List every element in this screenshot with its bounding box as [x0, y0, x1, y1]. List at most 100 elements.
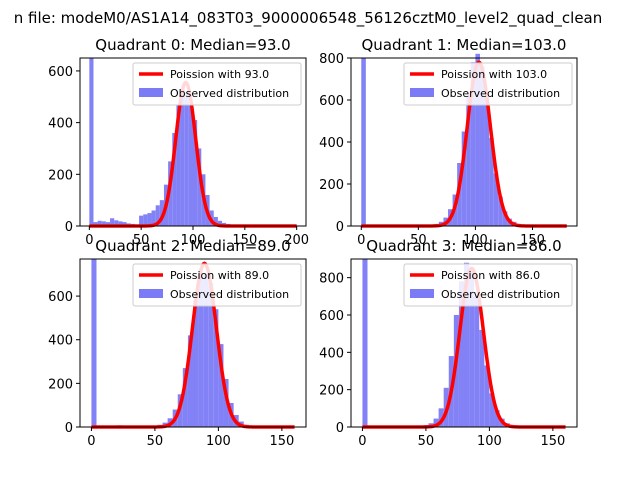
histogram-bar	[143, 214, 148, 226]
histogram-bar	[118, 221, 123, 226]
histogram-bar	[91, 259, 97, 427]
histogram-bar	[470, 62, 476, 227]
y-tick-label: 400	[48, 334, 73, 349]
histogram-bar	[172, 132, 177, 226]
histogram-bar	[362, 259, 368, 427]
y-tick-label: 600	[48, 290, 73, 305]
x-tick-label: 150	[540, 434, 565, 449]
y-tick-label: 200	[48, 168, 73, 183]
histogram-bar	[193, 300, 199, 427]
x-tick-label: 150	[520, 233, 545, 248]
y-tick-label: 0	[336, 220, 344, 235]
quadrant-2-axes: 0 50 100 150 0 200 400 600 Quadrant 2: Median=89…	[48, 237, 307, 449]
histogram-bar	[203, 274, 209, 427]
x-tick-label: 100	[463, 233, 488, 248]
legend-box	[403, 62, 573, 106]
histogram-bar	[122, 222, 127, 226]
histogram-bar	[184, 91, 189, 226]
x-tick-label: 50	[147, 434, 164, 449]
histogram-bar	[182, 368, 188, 427]
y-tick-label: 400	[319, 136, 344, 151]
legend-poisson-label: Poission with 86.0	[441, 269, 540, 282]
y-tick-label: 800	[319, 272, 344, 287]
histogram-bar	[139, 215, 144, 226]
x-tick-label: 150	[232, 233, 257, 248]
legend: Poission with 93.0 Observed distribution	[132, 62, 302, 106]
chart-title: Quadrant 1: Median=103.0	[362, 36, 567, 54]
histogram-bar	[176, 104, 181, 226]
legend-observed-swatch	[410, 289, 434, 298]
histogram-bar	[159, 200, 164, 226]
legend-poisson-label: Poission with 89.0	[170, 269, 269, 282]
histogram-bar	[469, 270, 475, 427]
histogram-bar	[193, 120, 198, 226]
legend-box	[132, 263, 302, 307]
histogram-bar	[479, 66, 485, 227]
x-tick-label: 50	[418, 434, 435, 449]
y-tick-label: 600	[48, 65, 73, 80]
legend-poisson-label: Poission with 103.0	[441, 68, 547, 81]
histogram-bar	[464, 262, 470, 427]
histogram-bar	[484, 95, 490, 226]
chart-title: Quadrant 2: Median=89.0	[95, 237, 290, 255]
histogram-bar	[197, 148, 202, 226]
histogram-bar	[461, 131, 467, 226]
histogram-bar	[198, 276, 204, 427]
histogram-bar	[361, 58, 366, 226]
legend: Poission with 103.0 Observed distribution	[403, 62, 573, 106]
histogram-bar	[213, 216, 218, 226]
legend-poisson-label: Poission with 93.0	[170, 68, 269, 81]
x-tick-label: 200	[284, 233, 309, 248]
histogram-bar	[147, 213, 152, 226]
x-tick-label: 0	[87, 434, 95, 449]
x-tick-label: 0	[358, 434, 366, 449]
histogram-bar	[458, 281, 464, 427]
x-tick-label: 100	[181, 233, 206, 248]
x-tick-label: 50	[133, 233, 150, 248]
histogram-bar	[484, 365, 490, 427]
legend-observed-label: Observed distribution	[441, 87, 560, 100]
histogram-bar	[218, 344, 224, 427]
y-tick-label: 200	[319, 384, 344, 399]
x-tick-label: 50	[410, 233, 427, 248]
legend-observed-label: Observed distribution	[441, 288, 560, 301]
legend-observed-label: Observed distribution	[170, 288, 289, 301]
histogram-bar	[187, 335, 193, 427]
legend-box	[403, 263, 573, 307]
x-tick-label: 100	[477, 434, 502, 449]
histogram-bar	[188, 104, 193, 226]
chart-title: Quadrant 0: Median=93.0	[95, 36, 290, 54]
legend-observed-label: Observed distribution	[170, 87, 289, 100]
x-tick-label: 100	[206, 434, 231, 449]
legend: Poission with 89.0 Observed distribution	[132, 263, 302, 307]
histogram-bar	[474, 296, 480, 427]
figure-title: n file: modeM0/AS1A14_083T03_9000006548_…	[14, 9, 603, 28]
histogram-bar	[213, 309, 219, 427]
histogram-bar	[494, 410, 500, 427]
y-tick-label: 200	[48, 377, 73, 392]
x-tick-label: 0	[85, 233, 93, 248]
histogram-bar	[151, 210, 156, 226]
histogram-bar	[89, 58, 94, 226]
legend-observed-swatch	[139, 88, 163, 97]
histogram-bar	[433, 418, 439, 427]
y-tick-label: 200	[319, 178, 344, 193]
y-tick-label: 800	[319, 52, 344, 67]
histogram-bar	[223, 379, 229, 427]
histogram-bar	[97, 220, 102, 226]
histogram-bar	[475, 53, 480, 226]
histogram-bar	[105, 222, 111, 226]
quadrant-1-axes: 0 50 100 150 0 200 400 600 800 Quadrant 1: Median…	[319, 36, 578, 248]
histogram-bar	[114, 220, 119, 226]
x-tick-label: 150	[269, 434, 294, 449]
axes-frame	[79, 258, 307, 428]
histogram-bar	[155, 205, 160, 226]
axes-frame	[350, 258, 578, 428]
y-tick-label: 400	[319, 346, 344, 361]
histogram-bar	[110, 218, 115, 226]
y-tick-label: 0	[65, 220, 73, 235]
histogram-bar	[489, 137, 494, 226]
histogram-bar	[502, 211, 508, 226]
y-tick-label: 0	[336, 421, 344, 436]
